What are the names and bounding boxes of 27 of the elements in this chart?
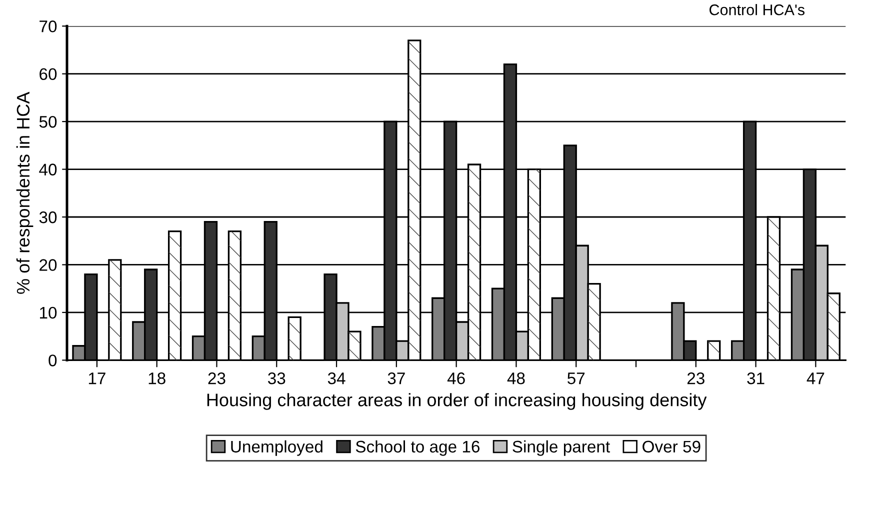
x-axis-title: Housing character areas in order of increasing housing density [207,393,707,410]
x-tick-label: 31 [747,372,764,384]
y-tick-label: 0 [48,354,57,366]
x-tick-label: 17 [88,372,106,384]
legend-label: Unemployed [231,440,322,456]
x-tick-label: 18 [148,372,166,384]
y-tick-label: 20 [40,259,57,271]
x-tick-label: 57 [568,372,585,384]
x-tick-label: 37 [388,372,405,384]
x-tick-label: 48 [507,372,525,384]
legend-label: Single parent [512,440,610,456]
x-tick-label: 46 [447,372,465,384]
y-tick-label: 40 [39,164,57,176]
x-tick-label: 23 [687,372,704,384]
y-tick-label: 50 [39,116,57,128]
text: Control HCA's [710,4,805,16]
y-tick-label: 10 [40,306,57,319]
x-tick-label: 23 [208,372,226,384]
y-tick-label: 70 [40,20,57,32]
legend-label: School to age 16 [356,440,480,456]
y-tick-label: 60 [40,68,57,80]
x-tick-label: 34 [328,372,346,384]
y-axis-title: % of respondents in HCA [16,92,34,294]
y-tick-label: 30 [39,211,57,224]
x-tick-label: 33 [268,372,286,384]
x-tick-label: 47 [806,372,824,384]
legend-label: Over 59 [642,440,700,453]
